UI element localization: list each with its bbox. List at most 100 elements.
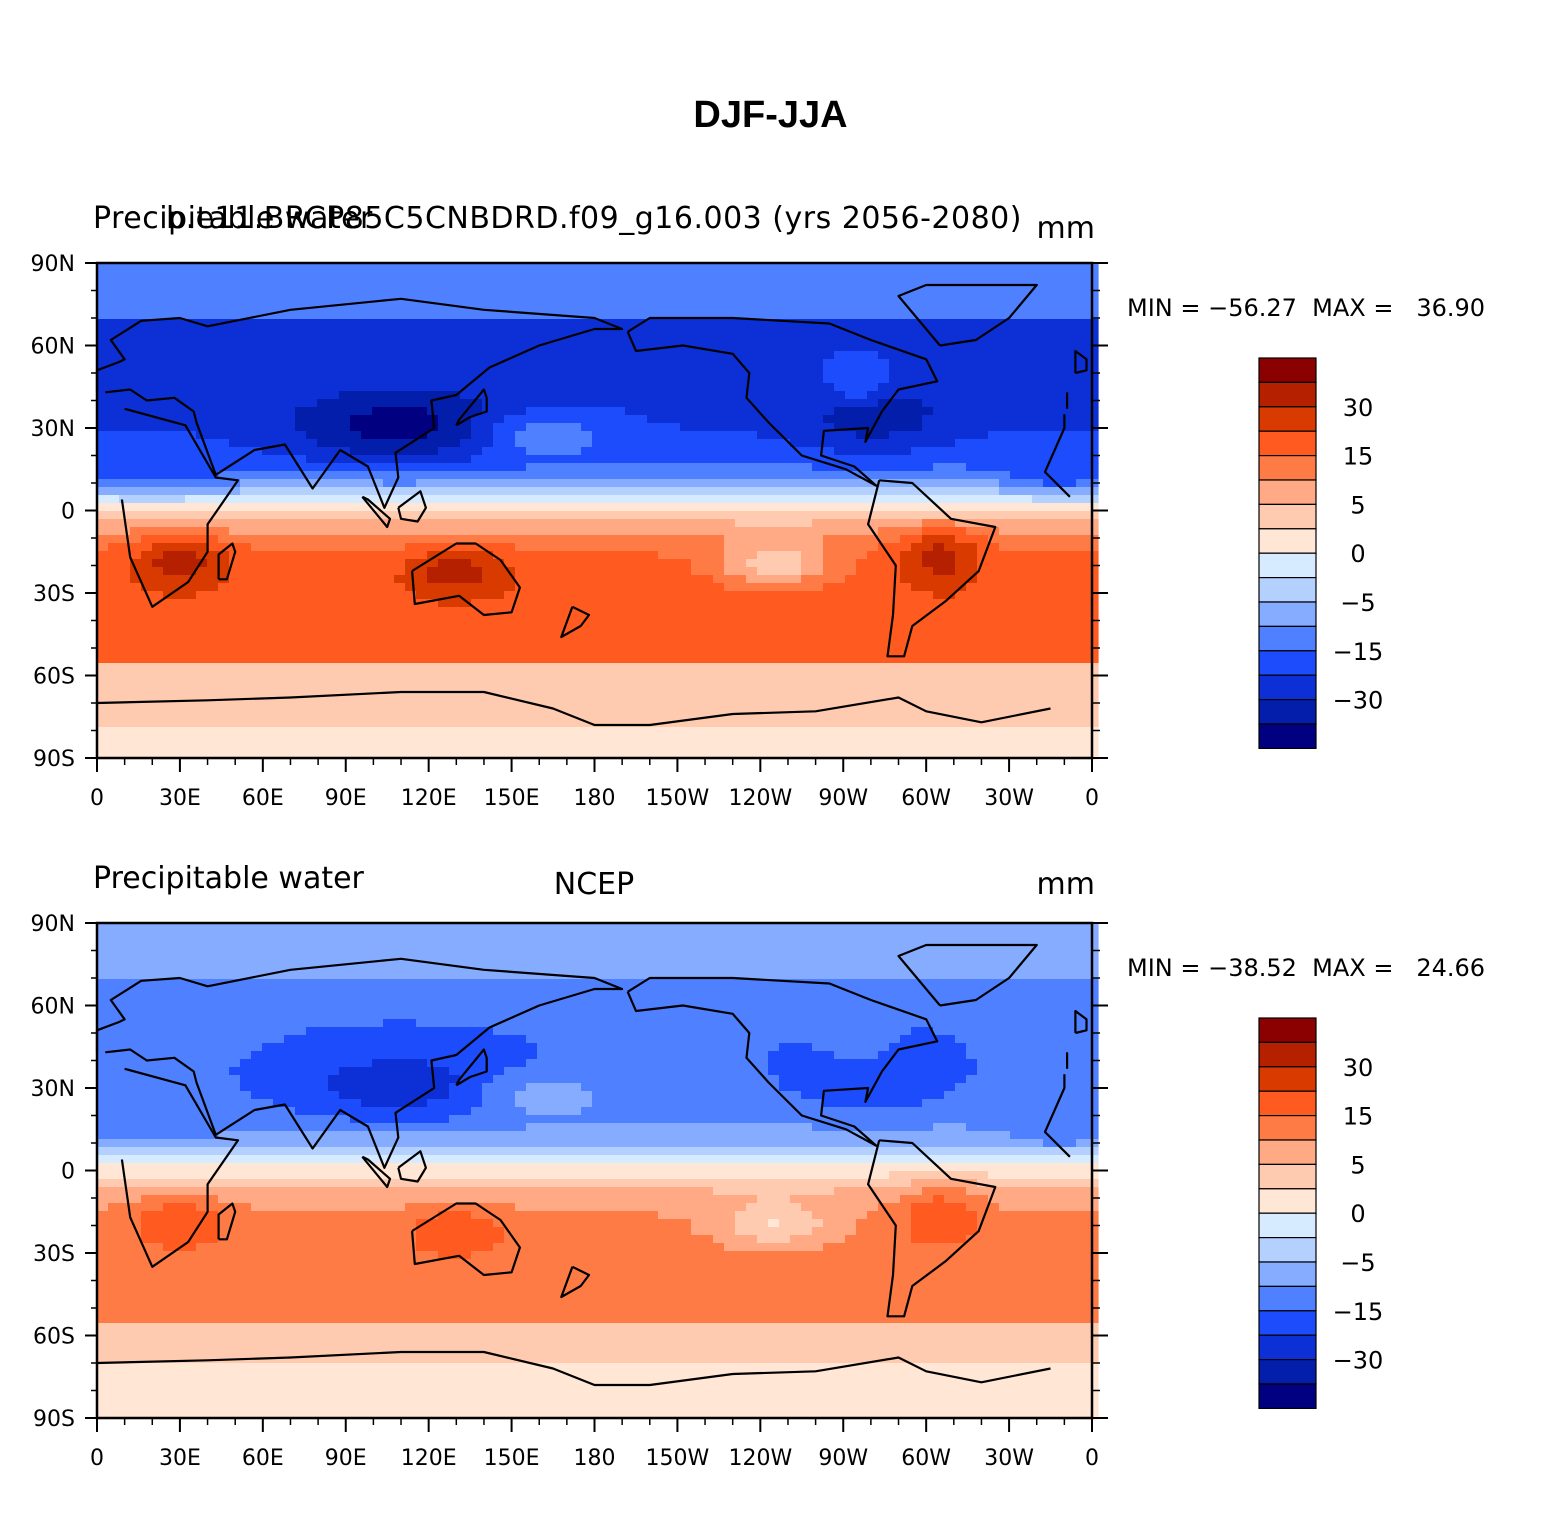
field-cell <box>361 647 373 656</box>
field-cell <box>933 383 945 392</box>
field-cell <box>1010 415 1022 424</box>
field-cell <box>779 551 791 560</box>
field-cell <box>317 343 329 352</box>
field-cell <box>867 287 879 296</box>
field-cell <box>999 623 1011 632</box>
field-cell <box>240 319 252 328</box>
field-cell <box>493 495 505 504</box>
field-cell <box>438 431 450 440</box>
field-cell <box>152 287 164 296</box>
field-cell <box>141 367 153 376</box>
field-cell <box>284 647 296 656</box>
field-cell <box>922 567 934 576</box>
field-cell <box>999 583 1011 592</box>
field-cell <box>966 679 978 688</box>
field-cell <box>823 423 835 432</box>
field-cell <box>306 527 318 536</box>
field-cell <box>691 303 703 312</box>
field-cell <box>724 415 736 424</box>
field-cell <box>801 551 813 560</box>
field-cell <box>405 455 417 464</box>
field-cell <box>757 583 769 592</box>
field-cell <box>757 487 769 496</box>
field-cell <box>460 647 472 656</box>
field-cell <box>867 471 879 480</box>
field-cell <box>823 583 835 592</box>
field-cell <box>1010 367 1022 376</box>
field-cell <box>328 375 340 384</box>
field-cell <box>1021 455 1033 464</box>
field-cell <box>262 551 274 560</box>
field-cell <box>900 615 912 624</box>
field-cell <box>933 559 945 568</box>
field-cell <box>119 375 131 384</box>
field-cell <box>163 407 175 416</box>
field-cell <box>515 375 527 384</box>
field-cell <box>471 399 483 408</box>
field-cell <box>207 407 219 416</box>
field-cell <box>108 679 120 688</box>
field-cell <box>823 543 835 552</box>
field-cell <box>284 631 296 640</box>
field-cell <box>262 431 274 440</box>
field-cell <box>592 335 604 344</box>
field-cell <box>603 263 615 272</box>
field-cell <box>625 319 637 328</box>
field-cell <box>350 479 362 488</box>
field-cell <box>1076 583 1088 592</box>
field-cell <box>1010 431 1022 440</box>
field-cell <box>856 279 868 288</box>
field-cell <box>97 455 109 464</box>
field-cell <box>856 455 868 464</box>
field-cell <box>713 471 725 480</box>
field-cell <box>1021 559 1033 568</box>
field-cell <box>196 343 208 352</box>
field-cell <box>97 519 109 528</box>
field-cell <box>900 663 912 672</box>
field-cell <box>581 607 593 616</box>
field-cell <box>581 447 593 456</box>
field-cell <box>790 319 802 328</box>
field-cell <box>515 551 527 560</box>
field-cell <box>163 351 175 360</box>
field-cell <box>922 455 934 464</box>
field-cell <box>922 695 934 704</box>
field-cell <box>834 367 846 376</box>
field-cell <box>1054 303 1066 312</box>
field-cell <box>284 327 296 336</box>
field-cell <box>581 319 593 328</box>
field-cell <box>449 599 461 608</box>
field-cell <box>218 551 230 560</box>
field-cell <box>493 615 505 624</box>
field-cell <box>603 631 615 640</box>
field-cell <box>845 559 857 568</box>
field-cell <box>669 663 681 672</box>
field-cell <box>757 263 769 272</box>
field-cell <box>471 279 483 288</box>
field-cell <box>944 583 956 592</box>
field-cell <box>614 455 626 464</box>
field-cell <box>185 311 197 320</box>
field-cell <box>1032 647 1044 656</box>
field-cell <box>911 543 923 552</box>
field-cell <box>416 311 428 320</box>
field-cell <box>570 359 582 368</box>
field-cell <box>130 639 142 648</box>
field-cell <box>108 439 120 448</box>
field-cell <box>834 471 846 480</box>
field-cell <box>163 415 175 424</box>
field-cell <box>944 311 956 320</box>
field-cell <box>724 599 736 608</box>
field-cell <box>669 399 681 408</box>
field-cell <box>394 567 406 576</box>
field-cell <box>548 359 560 368</box>
field-cell <box>537 431 549 440</box>
field-cell <box>625 375 637 384</box>
field-cell <box>449 631 461 640</box>
field-cell <box>911 511 923 520</box>
field-cell <box>394 343 406 352</box>
field-cell <box>768 447 780 456</box>
field-cell <box>515 623 527 632</box>
field-cell <box>570 279 582 288</box>
field-cell <box>581 367 593 376</box>
